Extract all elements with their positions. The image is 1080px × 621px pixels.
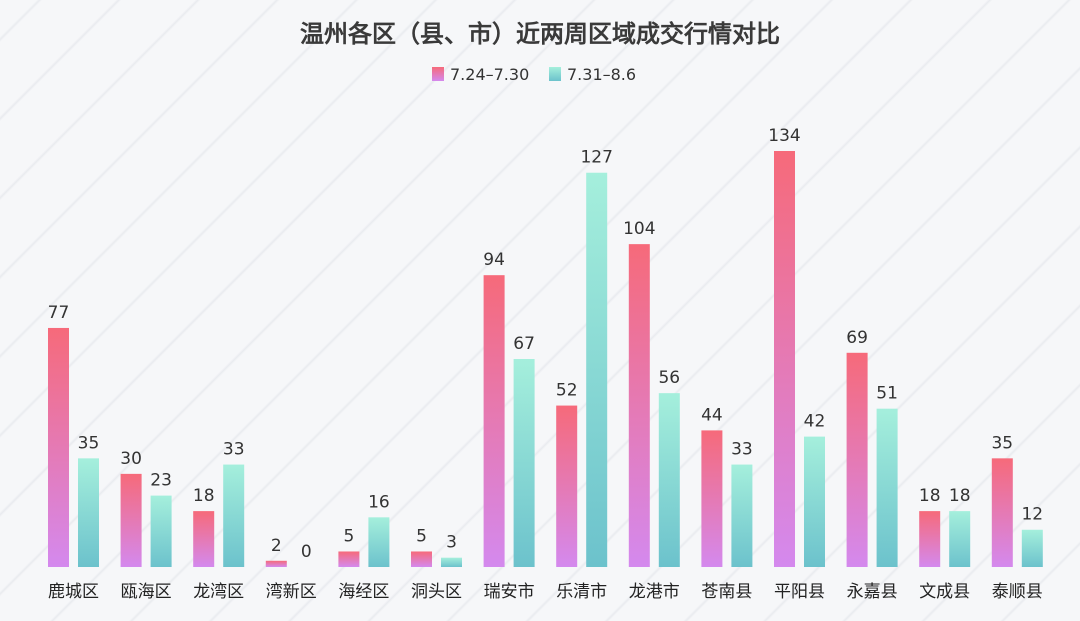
category-label-苍南县: 苍南县 bbox=[701, 582, 752, 602]
bar-平阳县-series-1 bbox=[774, 151, 795, 567]
value-label-永嘉县-series-1: 69 bbox=[846, 328, 868, 348]
bar-龙港市-series-1 bbox=[628, 244, 650, 567]
bar-苍南县-series-2 bbox=[731, 464, 753, 567]
category-label-文成县: 文成县 bbox=[919, 582, 970, 602]
legend-label-series-2: 7.31–8.6 bbox=[567, 65, 636, 84]
bar-泰顺县-series-2 bbox=[1021, 529, 1043, 567]
category-labels-group: 鹿城区 瓯海区 龙湾区 湾新区 海经区 洞头区 瑞安市 乐清市 龙港市 苍南县 平阳县 永嘉县 文成县 泰… bbox=[48, 582, 1043, 602]
category-label-瑞安市: 瑞安市 bbox=[484, 582, 535, 602]
value-label-湾新区-series-2: 0 bbox=[301, 542, 312, 562]
bar-鹿城区-series-1 bbox=[48, 327, 69, 567]
value-label-瓯海区-series-1: 30 bbox=[120, 449, 142, 469]
bar-鹿城区-series-2 bbox=[78, 458, 99, 567]
legend: 7.24–7.30 7.31–8.6 bbox=[432, 65, 636, 84]
value-label-鹿城区-series-2: 35 bbox=[78, 433, 100, 453]
legend-swatch-series-2 bbox=[549, 67, 561, 81]
value-label-乐清市-series-1: 52 bbox=[556, 381, 578, 401]
bar-海经区-series-1 bbox=[338, 551, 360, 567]
category-label-湾新区: 湾新区 bbox=[266, 582, 317, 602]
bar-文成县-series-2 bbox=[949, 511, 971, 567]
value-label-永嘉县-series-2: 51 bbox=[876, 384, 898, 404]
bar-瓯海区-series-2 bbox=[150, 495, 172, 567]
bar-龙港市-series-2 bbox=[658, 393, 680, 567]
bar-瑞安市-series-2 bbox=[513, 359, 535, 567]
bar-苍南县-series-1 bbox=[701, 430, 723, 567]
value-label-龙湾区-series-2: 33 bbox=[223, 440, 245, 460]
value-label-洞头区-series-2: 3 bbox=[446, 533, 457, 553]
chart-title: 温州各区（县、市）近两周区域成交行情对比 bbox=[300, 20, 780, 48]
value-label-海经区-series-2: 16 bbox=[368, 492, 390, 512]
bar-永嘉县-series-1 bbox=[846, 352, 868, 567]
bar-永嘉县-series-2 bbox=[876, 408, 898, 567]
value-label-鹿城区-series-1: 77 bbox=[48, 303, 70, 323]
value-label-湾新区-series-1: 2 bbox=[271, 536, 282, 556]
value-label-苍南县-series-1: 44 bbox=[701, 405, 723, 425]
bar-洞头区-series-2 bbox=[441, 557, 462, 567]
value-label-龙港市-series-1: 104 bbox=[623, 219, 655, 239]
category-label-海经区: 海经区 bbox=[338, 582, 389, 602]
value-label-瓯海区-series-2: 23 bbox=[150, 471, 172, 491]
bar-湾新区-series-1 bbox=[265, 560, 287, 567]
category-label-龙湾区: 龙湾区 bbox=[193, 582, 244, 602]
value-label-平阳县-series-2: 42 bbox=[804, 412, 826, 432]
value-label-苍南县-series-2: 33 bbox=[731, 440, 753, 460]
value-label-海经区-series-1: 5 bbox=[343, 526, 354, 546]
bar-乐清市-series-1 bbox=[556, 405, 578, 567]
bar-瑞安市-series-1 bbox=[483, 275, 505, 567]
bar-泰顺县-series-1 bbox=[991, 458, 1013, 567]
legend-swatch-series-1 bbox=[432, 67, 444, 81]
bar-龙湾区-series-2 bbox=[223, 464, 245, 567]
value-label-龙港市-series-2: 56 bbox=[658, 368, 680, 388]
value-label-龙湾区-series-1: 18 bbox=[193, 486, 215, 506]
value-label-文成县-series-2: 18 bbox=[949, 486, 971, 506]
category-label-乐清市: 乐清市 bbox=[556, 582, 607, 602]
legend-label-series-1: 7.24–7.30 bbox=[450, 65, 529, 84]
category-label-泰顺县: 泰顺县 bbox=[992, 582, 1043, 602]
category-label-洞头区: 洞头区 bbox=[411, 582, 462, 602]
category-label-龙港市: 龙港市 bbox=[629, 582, 680, 602]
value-label-泰顺县-series-1: 35 bbox=[991, 433, 1013, 453]
category-label-永嘉县: 永嘉县 bbox=[847, 582, 898, 602]
bar-海经区-series-2 bbox=[368, 517, 390, 567]
bar-文成县-series-1 bbox=[919, 511, 941, 567]
value-label-泰顺县-series-2: 12 bbox=[1021, 505, 1043, 525]
value-label-乐清市-series-2: 127 bbox=[580, 148, 612, 168]
value-label-洞头区-series-1: 5 bbox=[416, 526, 427, 546]
bar-瓯海区-series-1 bbox=[120, 473, 142, 567]
bar-洞头区-series-1 bbox=[411, 551, 432, 567]
bar-乐清市-series-2 bbox=[586, 172, 608, 568]
value-label-文成县-series-1: 18 bbox=[919, 486, 941, 506]
bar-平阳县-series-2 bbox=[804, 436, 825, 567]
category-label-平阳县: 平阳县 bbox=[774, 582, 825, 602]
value-label-瑞安市-series-1: 94 bbox=[483, 250, 505, 270]
category-label-瓯海区: 瓯海区 bbox=[121, 582, 172, 602]
bars-group bbox=[48, 151, 1043, 568]
bar-龙湾区-series-1 bbox=[193, 511, 215, 567]
value-label-瑞安市-series-2: 67 bbox=[513, 334, 535, 354]
category-label-鹿城区: 鹿城区 bbox=[48, 582, 99, 602]
value-label-平阳县-series-1: 134 bbox=[768, 126, 800, 146]
